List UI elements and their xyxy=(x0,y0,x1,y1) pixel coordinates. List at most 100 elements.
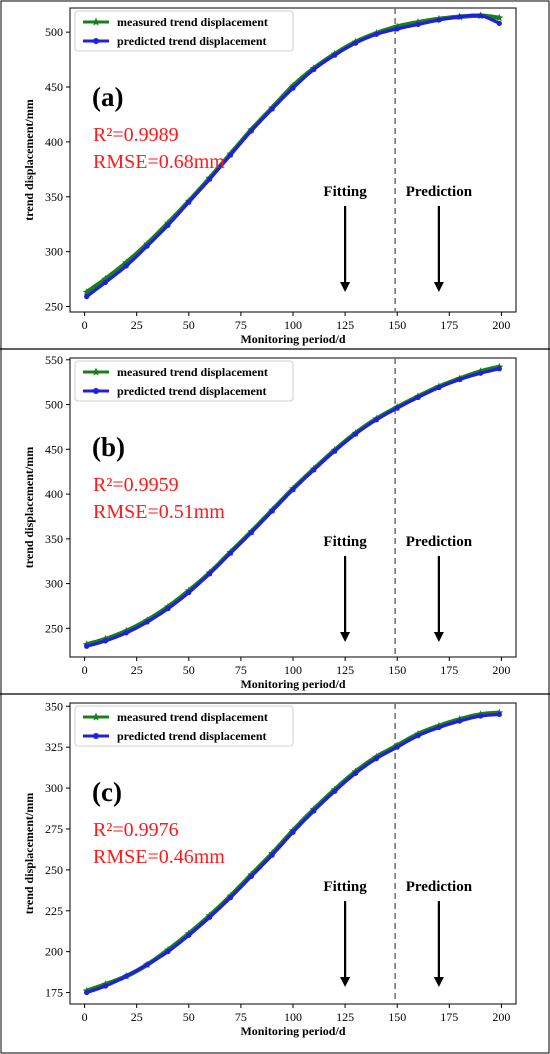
prediction-label: Prediction xyxy=(406,534,473,550)
y-tick-label: 450 xyxy=(45,442,63,456)
rmse-text: RMSE=0.46mm xyxy=(93,846,225,868)
legend-marker xyxy=(91,367,101,376)
data-point xyxy=(352,770,359,776)
x-axis-label: Monitoring period/d xyxy=(240,677,345,691)
data-point xyxy=(186,589,192,596)
y-tick-label: 300 xyxy=(45,245,63,259)
fitting-arrowhead xyxy=(340,977,351,987)
x-tick-label: 0 xyxy=(82,663,88,677)
x-tick-label: 175 xyxy=(440,1010,458,1024)
data-point xyxy=(165,949,171,955)
y-axis-label: trend displacement/mm xyxy=(22,99,36,220)
data-point xyxy=(394,405,400,411)
x-tick-label: 75 xyxy=(235,1010,247,1024)
x-tick-label: 50 xyxy=(183,318,195,332)
x-tick-label: 200 xyxy=(492,663,510,677)
data-point xyxy=(436,17,442,23)
x-tick-label: 25 xyxy=(131,663,143,677)
plot-area xyxy=(69,702,517,1005)
data-point xyxy=(311,66,317,73)
data-point xyxy=(123,973,129,979)
data-point xyxy=(207,914,213,920)
y-tick-label: 225 xyxy=(45,904,63,918)
x-tick-label: 100 xyxy=(284,1010,302,1024)
legend: measured trend displacement predicted tre… xyxy=(74,705,294,747)
data-point xyxy=(269,852,275,858)
y-tick-label: 250 xyxy=(45,863,63,877)
data-point xyxy=(207,571,213,577)
data-point xyxy=(186,199,192,205)
data-point xyxy=(248,128,254,134)
r-squared-text: R²=0.9989 xyxy=(93,124,179,146)
data-point xyxy=(373,31,379,37)
legend-marker xyxy=(93,388,99,394)
data-point xyxy=(415,733,421,739)
data-point xyxy=(102,983,109,989)
prediction-label: Prediction xyxy=(406,184,473,200)
data-point xyxy=(436,384,442,391)
rmse-text: RMSE=0.51mm xyxy=(93,501,225,523)
data-point xyxy=(477,370,484,376)
x-tick-label: 200 xyxy=(492,318,510,332)
data-point xyxy=(496,366,502,372)
legend: measured trend displacement predicted tre… xyxy=(74,10,294,52)
y-tick-label: 550 xyxy=(45,353,63,367)
legend-label: measured trend displacement xyxy=(117,365,268,379)
prediction-arrowhead xyxy=(433,282,444,292)
x-tick-label: 175 xyxy=(440,318,458,332)
y-tick-label: 400 xyxy=(45,135,63,149)
x-tick-label: 125 xyxy=(336,318,354,332)
data-point xyxy=(394,744,400,750)
y-tick-label: 450 xyxy=(45,80,63,94)
legend-label: predicted trend displacement xyxy=(117,729,267,743)
legend-label: predicted trend displacement xyxy=(117,384,267,398)
legend-label: measured trend displacement xyxy=(117,15,268,29)
data-point xyxy=(186,932,192,938)
data-point xyxy=(311,467,317,473)
x-tick-label: 150 xyxy=(388,318,406,332)
legend-marker xyxy=(93,38,99,44)
x-tick-label: 175 xyxy=(440,663,458,677)
x-tick-label: 125 xyxy=(336,663,354,677)
plot-area xyxy=(69,357,517,658)
data-point xyxy=(290,829,296,835)
prediction-label: Prediction xyxy=(406,879,473,895)
data-point xyxy=(144,962,150,968)
data-point xyxy=(394,26,400,32)
data-point xyxy=(477,713,484,719)
data-point xyxy=(227,152,234,158)
data-point xyxy=(457,718,463,724)
legend-box xyxy=(74,360,294,402)
x-tick-label: 50 xyxy=(183,663,195,677)
fitting-label: Fitting xyxy=(323,534,367,550)
legend-marker xyxy=(93,733,99,739)
y-tick-label: 250 xyxy=(45,300,63,314)
data-point xyxy=(84,989,90,996)
x-tick-label: 150 xyxy=(388,663,406,677)
prediction-arrowhead xyxy=(433,632,444,642)
data-point xyxy=(144,619,150,625)
legend-label: measured trend displacement xyxy=(117,710,268,724)
data-point xyxy=(352,431,359,437)
data-point xyxy=(495,13,504,22)
data-point xyxy=(122,258,131,266)
x-tick-label: 25 xyxy=(131,1010,143,1024)
x-tick-label: 100 xyxy=(284,318,302,332)
legend-box xyxy=(74,10,294,52)
panel-letter: (b) xyxy=(92,432,125,462)
chart-panel: 0 25 50 75 100 125 150 175 200 250 300 350 400 450 500… xyxy=(22,353,517,691)
y-tick-label: 300 xyxy=(45,577,63,591)
data-point xyxy=(84,294,90,300)
data-point xyxy=(84,643,90,649)
data-point xyxy=(227,895,234,901)
data-point xyxy=(102,279,109,285)
data-point xyxy=(415,21,421,28)
y-axis-label: trend displacement/mm xyxy=(22,447,36,568)
legend-box xyxy=(74,705,294,747)
data-point xyxy=(436,724,442,731)
y-tick-label: 200 xyxy=(45,945,63,959)
fitting-label: Fitting xyxy=(323,879,367,895)
x-tick-label: 125 xyxy=(336,1010,354,1024)
chart-panel: 0 25 50 75 100 125 150 175 200 175 200 225 250 275 300… xyxy=(22,699,517,1038)
data-point xyxy=(290,486,296,493)
